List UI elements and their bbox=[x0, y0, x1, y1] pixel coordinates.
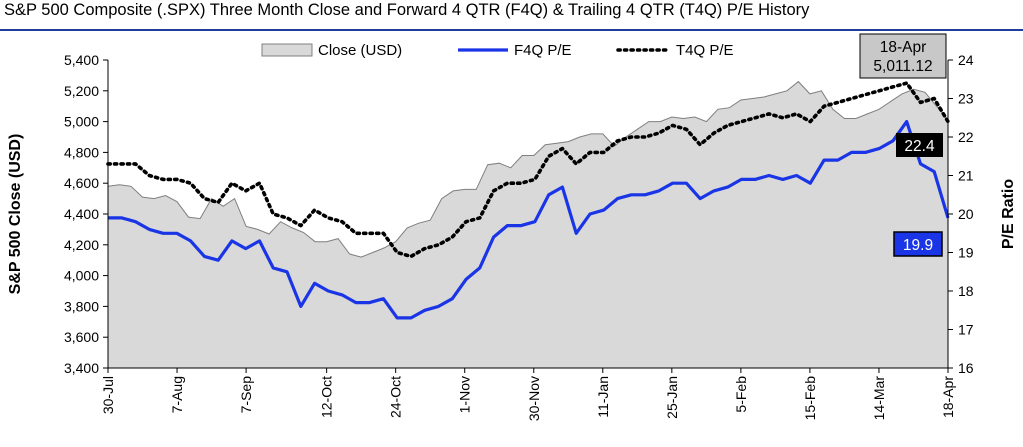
left-tick-label: 4,600 bbox=[64, 175, 99, 191]
callout-f4q-value: 19.9 bbox=[903, 237, 933, 254]
legend-label-close: Close (USD) bbox=[318, 42, 402, 59]
right-tick-label: 16 bbox=[958, 360, 974, 376]
left-tick-label: 5,000 bbox=[64, 114, 99, 130]
callout-t4q: 22.4 bbox=[896, 133, 943, 157]
left-tick-label: 5,400 bbox=[64, 52, 99, 68]
x-tick-label: 15-Feb bbox=[802, 376, 818, 421]
left-tick-label: 4,400 bbox=[64, 206, 99, 222]
x-tick-label: 30-Jul bbox=[100, 376, 116, 414]
left-tick-label: 3,600 bbox=[64, 329, 99, 345]
x-tick-label: 30-Nov bbox=[526, 376, 542, 421]
left-tick-label: 4,200 bbox=[64, 237, 99, 253]
x-tick-label: 11-Jan bbox=[595, 376, 611, 418]
legend-label-t4q: T4Q P/E bbox=[676, 42, 734, 59]
x-tick-label: 5-Feb bbox=[733, 376, 749, 413]
x-tick-label: 7-Aug bbox=[169, 376, 185, 413]
x-tick-label: 1-Nov bbox=[457, 376, 473, 413]
legend-label-f4q: F4Q P/E bbox=[514, 42, 572, 59]
x-tick-label: 7-Sep bbox=[238, 376, 254, 414]
x-tick-label: 18-Apr bbox=[940, 376, 956, 418]
callout-close-date: 18-Apr bbox=[880, 39, 927, 56]
left-tick-label: 4,000 bbox=[64, 268, 99, 284]
close-area-outline bbox=[107, 80, 949, 258]
x-tick-label: 12-Oct bbox=[319, 376, 335, 418]
left-tick-label: 5,200 bbox=[64, 83, 99, 99]
legend: Close (USD) F4Q P/E T4Q P/E bbox=[261, 42, 734, 59]
right-tick-label: 24 bbox=[958, 52, 974, 68]
right-tick-label: 20 bbox=[958, 206, 974, 222]
legend-swatch-close bbox=[261, 43, 313, 57]
left-tick-label: 4,800 bbox=[64, 144, 99, 160]
callout-close-value: 5,011.12 bbox=[873, 58, 932, 75]
callout-f4q: 19.9 bbox=[893, 231, 943, 257]
x-tick-label: 14-Mar bbox=[871, 376, 887, 421]
y-axis-title: S&P 500 Close (USD) bbox=[7, 134, 24, 295]
t4q-line bbox=[106, 81, 950, 259]
axes: 3,400 3,600 3,800 4,000 4,200 4,400 4,600 4,800… bbox=[7, 52, 1017, 421]
right-tick-label: 18 bbox=[958, 283, 974, 299]
left-tick-label: 3,800 bbox=[64, 298, 99, 314]
x-tick-label: 25-Jan bbox=[664, 376, 680, 419]
callout-close: 18-Apr 5,011.12 bbox=[859, 33, 947, 79]
right-tick-label: 23 bbox=[958, 91, 974, 107]
y2-axis-title: P/E Ratio bbox=[1000, 179, 1017, 249]
title-rule bbox=[0, 29, 1023, 31]
f4q-line bbox=[108, 120, 950, 320]
callout-t4q-value: 22.4 bbox=[904, 138, 935, 155]
right-tick-label: 17 bbox=[958, 322, 974, 338]
chart-title: S&P 500 Composite (.SPX) Three Month Clo… bbox=[4, 1, 810, 19]
x-tick-label: 24-Oct bbox=[388, 376, 404, 418]
plot-area bbox=[106, 80, 950, 368]
right-tick-label: 22 bbox=[958, 129, 974, 145]
right-tick-label: 21 bbox=[958, 168, 974, 184]
callouts: 18-Apr 5,011.12 22.4 19.9 bbox=[859, 33, 947, 257]
left-tick-label: 3,400 bbox=[64, 360, 99, 376]
right-tick-label: 19 bbox=[958, 245, 974, 261]
